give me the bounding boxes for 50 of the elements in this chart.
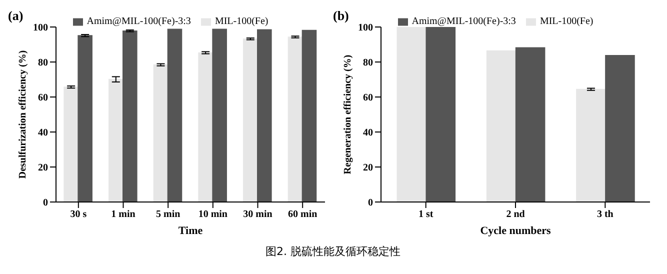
bar: [212, 28, 227, 202]
bar: [576, 88, 606, 202]
y-tick-label: 100: [33, 22, 48, 34]
x-tick-label: 30 s: [70, 209, 87, 220]
y-tick-label: 60: [38, 92, 48, 104]
chart-title: (a): [8, 8, 24, 24]
y-tick-label: 20: [363, 162, 373, 174]
bar: [396, 27, 427, 202]
y-tick-label: 0: [368, 198, 373, 209]
bar: [605, 54, 635, 202]
y-axis-title: Regeneration efficiency (%): [342, 54, 354, 174]
x-tick-label: 60 min: [288, 209, 318, 220]
y-tick-label: 80: [38, 58, 48, 69]
x-tick-label: 3 th: [596, 209, 614, 220]
y-tick-label: 60: [363, 92, 373, 104]
bar: [302, 30, 317, 202]
bar: [486, 50, 516, 202]
bar: [78, 35, 92, 202]
x-tick-label: 2 nd: [506, 209, 526, 220]
x-tick-label: 10 min: [198, 209, 228, 220]
x-tick-label: 30 min: [243, 209, 273, 220]
y-tick-label: 20: [38, 162, 48, 174]
bar: [167, 28, 182, 202]
bar: [243, 38, 258, 202]
chart-title: (b): [333, 8, 349, 24]
legend-label: MIL-100(Fe): [214, 16, 268, 27]
x-axis-title: Cycle numbers: [480, 225, 552, 237]
x-axis-title: Time: [178, 225, 203, 237]
bar: [198, 52, 213, 202]
x-tick-label: 1 st: [418, 209, 434, 220]
bar: [288, 36, 303, 202]
legend-label: MIL-100(Fe): [540, 16, 594, 27]
y-tick-label: 100: [358, 22, 373, 34]
bar: [108, 78, 124, 202]
y-tick-label: 40: [38, 128, 48, 139]
bar: [257, 29, 272, 202]
bar: [515, 47, 546, 202]
legend-label: Amim@MIL-100(Fe)-3:3: [412, 16, 516, 27]
caption: 图2. 脱硫性能及循环稳定性: [264, 244, 402, 259]
y-tick-label: 40: [363, 128, 373, 139]
y-tick-label: 0: [43, 198, 48, 209]
bar: [426, 27, 456, 202]
bar: [153, 64, 168, 202]
x-tick-label: 5 min: [156, 209, 181, 220]
y-tick-label: 80: [363, 58, 373, 69]
bar: [122, 30, 138, 202]
bar: [64, 86, 78, 202]
y-axis-title: Desulfurization efficiency (%): [18, 50, 29, 179]
x-tick-label: 1 min: [111, 209, 136, 220]
legend-label: Amim@MIL-100(Fe)-3:3: [86, 16, 191, 27]
